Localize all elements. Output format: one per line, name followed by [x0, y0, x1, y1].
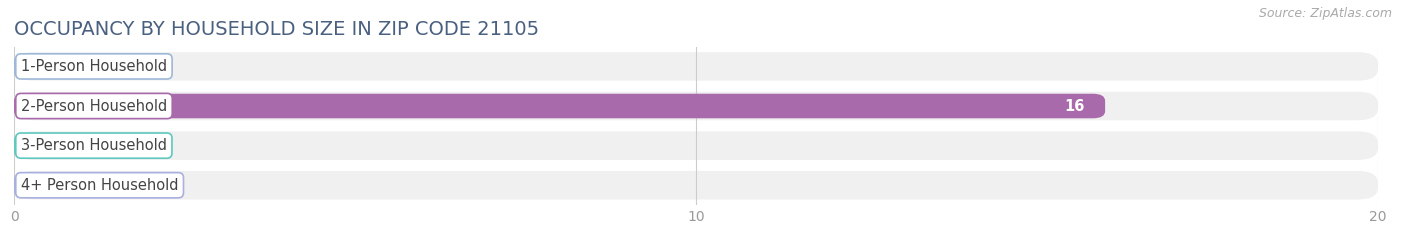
Text: 3-Person Household: 3-Person Household — [21, 138, 167, 153]
FancyBboxPatch shape — [14, 92, 1378, 120]
Text: 16: 16 — [1064, 99, 1084, 113]
FancyBboxPatch shape — [14, 171, 1378, 199]
FancyBboxPatch shape — [14, 131, 1378, 160]
Text: 0: 0 — [52, 59, 60, 74]
FancyBboxPatch shape — [14, 52, 1378, 81]
Text: 2-Person Household: 2-Person Household — [21, 99, 167, 113]
FancyBboxPatch shape — [14, 133, 41, 158]
Text: 0: 0 — [52, 138, 60, 153]
FancyBboxPatch shape — [14, 54, 41, 79]
Text: 0: 0 — [52, 178, 60, 193]
FancyBboxPatch shape — [14, 94, 1105, 118]
Text: Source: ZipAtlas.com: Source: ZipAtlas.com — [1258, 7, 1392, 20]
Text: OCCUPANCY BY HOUSEHOLD SIZE IN ZIP CODE 21105: OCCUPANCY BY HOUSEHOLD SIZE IN ZIP CODE … — [14, 21, 538, 39]
FancyBboxPatch shape — [14, 173, 41, 198]
Text: 1-Person Household: 1-Person Household — [21, 59, 167, 74]
Text: 4+ Person Household: 4+ Person Household — [21, 178, 179, 193]
